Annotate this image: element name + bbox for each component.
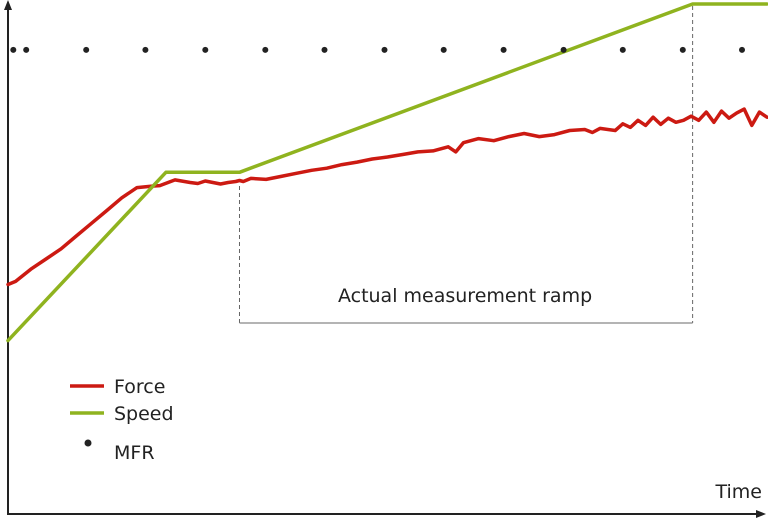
mfr-point bbox=[202, 46, 209, 53]
legend-swatch-mfr bbox=[84, 439, 92, 447]
mfr-point bbox=[142, 46, 149, 53]
mfr-point bbox=[83, 46, 90, 53]
series-mfr bbox=[10, 46, 745, 53]
mfr-point bbox=[619, 46, 626, 53]
x-axis-label: Time bbox=[715, 481, 763, 503]
measurement-annotation: Actual measurement ramp bbox=[238, 6, 694, 324]
legend-label-speed: Speed bbox=[114, 403, 174, 425]
series-speed-line bbox=[6, 2, 768, 343]
legend-label-mfr: MFR bbox=[114, 442, 155, 464]
mfr-point bbox=[739, 46, 745, 53]
mfr-point bbox=[23, 46, 30, 53]
mfr-point bbox=[679, 46, 686, 53]
mfr-point bbox=[500, 46, 507, 53]
mfr-point bbox=[262, 46, 269, 53]
mfr-point bbox=[381, 46, 388, 53]
series-force-line bbox=[6, 107, 768, 287]
mfr-point bbox=[321, 46, 328, 53]
annotation-label: Actual measurement ramp bbox=[338, 285, 592, 307]
mfr-point bbox=[560, 46, 567, 53]
legend: Force Speed MFR bbox=[70, 376, 174, 464]
mfr-point bbox=[440, 46, 447, 53]
legend-label-force: Force bbox=[114, 376, 165, 398]
series-layer bbox=[6, 2, 768, 343]
mfr-point bbox=[10, 46, 17, 53]
